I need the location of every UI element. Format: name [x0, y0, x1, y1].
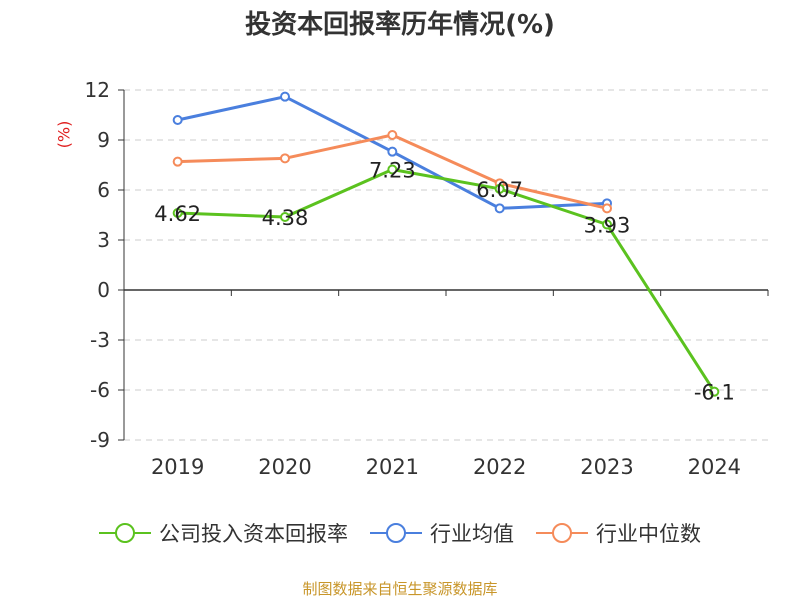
legend-item-industry-mean[interactable]: 行业均值 [370, 518, 514, 548]
legend-label-industry-median: 行业中位数 [596, 522, 701, 546]
y-tick-label: -3 [90, 328, 110, 352]
chart-title: 投资本回报率历年情况(%) [245, 10, 555, 40]
legend-label-company: 公司投入资本回报率 [159, 522, 348, 546]
data-point [280, 153, 290, 164]
x-tick-label: 2021 [366, 455, 419, 479]
legend-item-company[interactable]: 公司投入资本回报率 [99, 518, 348, 548]
x-tick-label: 2022 [473, 455, 526, 479]
data-point [602, 203, 612, 214]
legend-item-industry-median[interactable]: 行业中位数 [536, 518, 701, 548]
y-tick-label: 12 [85, 78, 110, 102]
data-point [494, 183, 505, 194]
x-tick-label: 2020 [258, 455, 311, 479]
legend-line-marker-icon [370, 523, 422, 543]
series-line [177, 168, 716, 393]
y-tick-label: 9 [97, 128, 110, 152]
y-tick-label: 6 [97, 178, 110, 202]
data-label: -6.1 [694, 381, 735, 405]
y-tick-label: -6 [90, 378, 110, 402]
legend-line-marker-icon [99, 523, 151, 543]
line-chart: 12 9 6 3 0 -3 -6 -9 2019 2020 2021 2022 2023 2024 4.62… [85, 78, 769, 479]
data-label: 7.23 [369, 159, 416, 183]
data-point [172, 208, 183, 218]
data-label: 6.07 [476, 178, 523, 202]
data-label: 4.38 [262, 206, 309, 230]
data-point [387, 164, 398, 175]
data-point [280, 91, 290, 102]
y-tick-label: -9 [90, 428, 110, 452]
y-tick-label: 0 [97, 278, 110, 302]
data-source-note: 制图数据来自恒生聚源数据库 [302, 580, 498, 598]
data-label: 3.93 [584, 214, 631, 238]
data-point [172, 115, 183, 125]
y-tick-label: 3 [97, 228, 110, 252]
data-point [280, 212, 290, 222]
data-point [494, 203, 505, 214]
data-label: 4.62 [154, 202, 201, 226]
data-point [387, 130, 398, 140]
legend-line-marker-icon [536, 523, 588, 543]
legend-label-industry-mean: 行业均值 [430, 522, 514, 546]
x-tick-label: 2024 [688, 455, 741, 479]
data-point [387, 146, 398, 157]
x-tick-label: 2019 [151, 455, 204, 479]
x-tick-label: 2023 [580, 455, 633, 479]
data-point [709, 386, 720, 397]
data-point [602, 219, 612, 230]
legend: 公司投入资本回报率 行业均值 行业中位数 [0, 518, 800, 548]
data-point [172, 156, 183, 167]
